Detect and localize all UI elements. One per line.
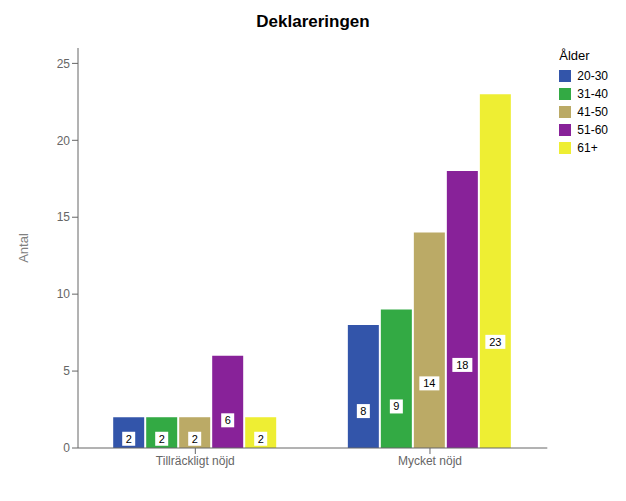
svg-text:5: 5 — [63, 364, 70, 378]
svg-text:2: 2 — [159, 433, 165, 445]
svg-text:20: 20 — [57, 134, 71, 148]
svg-text:9: 9 — [393, 400, 399, 412]
html-text:51-60: 51-60 — [577, 123, 608, 137]
html-text:Ålder: Ålder — [559, 48, 590, 63]
svg-text:Mycket nöjd: Mycket nöjd — [398, 454, 462, 468]
svg-text:18: 18 — [456, 359, 468, 371]
svg-text:6: 6 — [225, 414, 231, 426]
svg-text:10: 10 — [57, 287, 71, 301]
svg-text:14: 14 — [423, 377, 435, 389]
svg-text:0: 0 — [63, 441, 70, 455]
svg-text:2: 2 — [192, 433, 198, 445]
html-text:61+: 61+ — [577, 141, 598, 155]
html-text:Deklareringen: Deklareringen — [256, 12, 370, 31]
html-text:31-40: 31-40 — [577, 87, 608, 101]
svg-text:Tillräckligt nöjd: Tillräckligt nöjd — [156, 454, 235, 468]
svg-text:25: 25 — [57, 57, 71, 71]
svg-text:23: 23 — [489, 336, 501, 348]
svg-text:2: 2 — [126, 433, 132, 445]
svg-text:Antal: Antal — [16, 233, 31, 263]
html-text:20-30: 20-30 — [577, 69, 608, 83]
svg-text:8: 8 — [360, 405, 366, 417]
svg-text:15: 15 — [57, 210, 71, 224]
html-text:41-50: 41-50 — [577, 105, 608, 119]
svg-text:2: 2 — [258, 433, 264, 445]
